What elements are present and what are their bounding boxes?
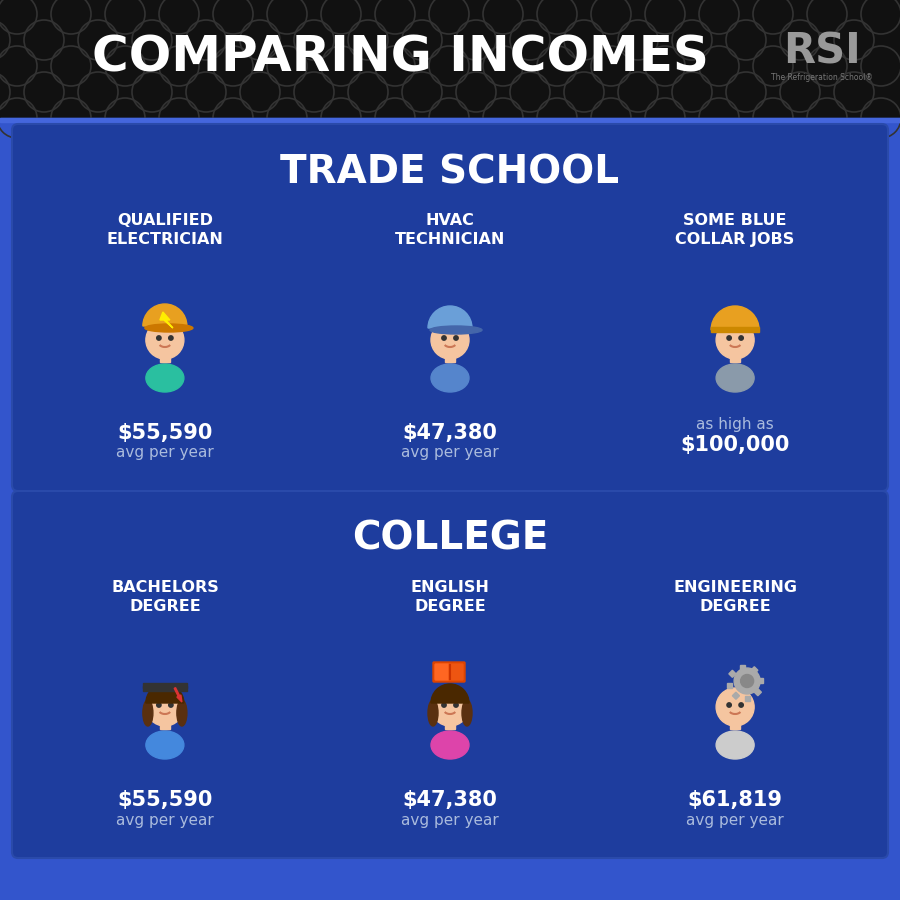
FancyArrow shape bbox=[175, 688, 182, 702]
Text: The Refrigeration School®: The Refrigeration School® bbox=[771, 74, 873, 83]
Circle shape bbox=[727, 336, 732, 340]
Bar bbox=[445, 348, 455, 362]
Circle shape bbox=[442, 703, 446, 707]
Text: SOME BLUE
COLLAR JOBS: SOME BLUE COLLAR JOBS bbox=[676, 212, 795, 248]
Ellipse shape bbox=[431, 364, 469, 392]
Circle shape bbox=[146, 688, 184, 726]
Ellipse shape bbox=[145, 324, 193, 332]
Ellipse shape bbox=[146, 731, 184, 759]
Text: ENGLISH
DEGREE: ENGLISH DEGREE bbox=[410, 580, 490, 615]
Circle shape bbox=[454, 336, 458, 340]
Wedge shape bbox=[431, 684, 469, 703]
Bar bbox=[727, 683, 732, 688]
Text: RSI: RSI bbox=[783, 31, 861, 73]
Bar bbox=[740, 665, 745, 670]
Circle shape bbox=[739, 703, 743, 707]
Ellipse shape bbox=[716, 731, 754, 759]
Text: $47,380: $47,380 bbox=[402, 790, 498, 810]
Bar bbox=[730, 348, 740, 362]
Bar bbox=[729, 670, 736, 678]
Bar bbox=[733, 692, 740, 699]
Ellipse shape bbox=[177, 700, 187, 726]
Ellipse shape bbox=[146, 364, 184, 392]
Bar bbox=[160, 348, 170, 362]
Circle shape bbox=[442, 336, 446, 340]
Text: COLLEGE: COLLEGE bbox=[352, 520, 548, 558]
Circle shape bbox=[727, 703, 732, 707]
Circle shape bbox=[741, 674, 753, 688]
Text: BACHELORS
DEGREE: BACHELORS DEGREE bbox=[111, 580, 219, 615]
Circle shape bbox=[146, 321, 184, 359]
Circle shape bbox=[739, 336, 743, 340]
Bar bbox=[160, 715, 170, 729]
Text: avg per year: avg per year bbox=[401, 813, 499, 827]
FancyBboxPatch shape bbox=[435, 664, 449, 680]
Bar bbox=[445, 715, 455, 729]
FancyBboxPatch shape bbox=[449, 664, 463, 680]
Circle shape bbox=[157, 703, 161, 707]
Circle shape bbox=[168, 703, 173, 707]
Circle shape bbox=[157, 336, 161, 340]
Wedge shape bbox=[428, 306, 472, 328]
Circle shape bbox=[716, 321, 754, 359]
Wedge shape bbox=[146, 684, 184, 703]
Text: avg per year: avg per year bbox=[401, 446, 499, 461]
Bar bbox=[730, 715, 740, 729]
Circle shape bbox=[431, 321, 469, 359]
FancyBboxPatch shape bbox=[12, 491, 888, 858]
Text: avg per year: avg per year bbox=[116, 446, 214, 461]
Text: $55,590: $55,590 bbox=[117, 423, 212, 443]
Bar bbox=[711, 327, 759, 332]
Ellipse shape bbox=[428, 700, 438, 726]
Circle shape bbox=[454, 703, 458, 707]
Bar bbox=[0, 0, 900, 118]
Circle shape bbox=[716, 688, 754, 726]
Bar bbox=[758, 678, 763, 683]
Wedge shape bbox=[143, 304, 187, 326]
FancyBboxPatch shape bbox=[433, 662, 465, 682]
Text: QUALIFIED
ELECTRICIAN: QUALIFIED ELECTRICIAN bbox=[106, 212, 223, 248]
Ellipse shape bbox=[430, 326, 482, 334]
Ellipse shape bbox=[431, 731, 469, 759]
Ellipse shape bbox=[146, 321, 184, 331]
Text: avg per year: avg per year bbox=[116, 813, 214, 827]
Text: avg per year: avg per year bbox=[686, 813, 784, 827]
Circle shape bbox=[168, 336, 173, 340]
Wedge shape bbox=[711, 306, 759, 330]
Ellipse shape bbox=[143, 700, 153, 726]
Bar bbox=[143, 683, 187, 688]
Ellipse shape bbox=[462, 700, 472, 726]
Circle shape bbox=[431, 688, 469, 726]
Polygon shape bbox=[160, 312, 173, 328]
Text: HVAC
TECHNICIAN: HVAC TECHNICIAN bbox=[395, 212, 505, 248]
Text: $55,590: $55,590 bbox=[117, 790, 212, 810]
Bar bbox=[0, 118, 900, 122]
Bar bbox=[0, 118, 900, 900]
Text: ENGINEERING
DEGREE: ENGINEERING DEGREE bbox=[673, 580, 797, 615]
Text: $100,000: $100,000 bbox=[680, 435, 790, 455]
Text: $61,819: $61,819 bbox=[688, 790, 783, 810]
Bar bbox=[143, 686, 187, 691]
Text: as high as: as high as bbox=[697, 418, 774, 433]
Circle shape bbox=[734, 668, 760, 694]
Bar bbox=[754, 688, 761, 696]
Bar bbox=[745, 696, 750, 701]
FancyBboxPatch shape bbox=[12, 124, 888, 491]
Bar bbox=[751, 667, 758, 674]
Text: TRADE SCHOOL: TRADE SCHOOL bbox=[281, 153, 619, 191]
Ellipse shape bbox=[716, 364, 754, 392]
Text: COMPARING INCOMES: COMPARING INCOMES bbox=[92, 33, 708, 81]
Text: $47,380: $47,380 bbox=[402, 423, 498, 443]
